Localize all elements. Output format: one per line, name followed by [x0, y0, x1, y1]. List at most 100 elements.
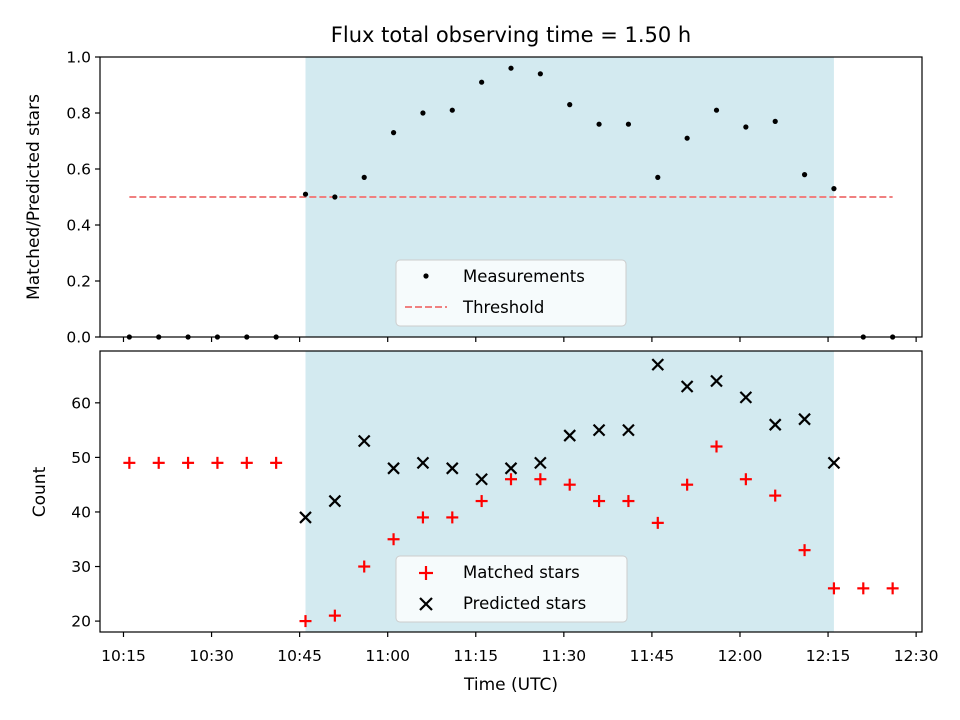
matched-star-point: [563, 478, 576, 491]
predicted-star-point: [739, 391, 753, 404]
x-tick-label: 12:15: [806, 647, 851, 665]
matched-star-point: [651, 516, 664, 529]
bottom-legend: Matched stars Predicted stars: [395, 555, 628, 623]
x-tick-label: 10:15: [101, 647, 146, 665]
top-y-tick-label: 1.0: [66, 49, 91, 67]
matched-stars-layer: [123, 440, 899, 628]
x-tick-label: 11:30: [542, 647, 587, 665]
measurement-point: [713, 107, 720, 113]
bottom-y-axis-label: Count: [30, 466, 50, 517]
measurement-point: [567, 102, 573, 108]
matched-star-point: [827, 582, 840, 595]
predicted-star-point: [592, 423, 606, 437]
top-y-tick-label: 0.8: [66, 105, 91, 123]
x-tick-label: 11:45: [630, 647, 675, 665]
legend-matched-marker: [419, 566, 433, 580]
matched-star-point: [446, 511, 459, 524]
matched-star-point: [387, 533, 400, 546]
legend-predicted-marker: [419, 597, 433, 611]
predicted-stars-layer: [299, 358, 841, 524]
bottom-y-ticks: 20 30 40 50 60: [71, 394, 100, 631]
matched-star-point: [739, 473, 752, 486]
x-tick-label: 12:30: [894, 647, 939, 665]
predicted-star-point: [475, 472, 488, 486]
measurement-point: [508, 65, 514, 71]
top-y-ticks: 0.0 0.2 0.4 0.6 0.8 1.0: [66, 49, 100, 347]
matched-star-point: [622, 495, 635, 508]
matched-star-point: [358, 560, 371, 573]
measurement-points-layer: [126, 65, 896, 340]
top-y-tick-label: 0.2: [66, 273, 91, 291]
bottom-panel: 20 30 40 50 60 10:15 10:30 10:45 11:00 11:15 11:3…: [30, 350, 938, 695]
predicted-star-point: [798, 412, 811, 426]
measurement-point: [625, 121, 632, 127]
top-panel: 0.0 0.2 0.4 0.6 0.8 1.0 Flux total observing …: [24, 23, 923, 347]
matched-star-point: [593, 495, 606, 508]
matched-star-point: [240, 456, 253, 469]
x-axis-label: Time (UTC): [463, 675, 558, 695]
measurement-point: [537, 71, 543, 77]
matched-star-point: [328, 609, 341, 622]
legend-threshold-label: Threshold: [462, 298, 544, 317]
predicted-star-point: [299, 511, 312, 524]
predicted-star-point: [710, 374, 723, 388]
predicted-star-point: [827, 456, 841, 470]
matched-star-point: [475, 495, 488, 508]
predicted-star-point: [680, 380, 694, 393]
x-tick-label: 10:45: [277, 647, 322, 665]
matched-star-point: [299, 615, 312, 628]
bottom-y-tick-label: 30: [71, 558, 91, 576]
bottom-legend-box: [395, 555, 628, 623]
measurement-point: [596, 121, 602, 127]
matched-star-point: [416, 511, 429, 524]
measurement-point: [743, 124, 749, 130]
matched-star-point: [769, 489, 782, 502]
predicted-star-point: [768, 418, 782, 431]
matched-star-point: [505, 473, 517, 486]
top-legend-box: [395, 259, 627, 327]
matched-star-point: [152, 456, 165, 469]
predicted-star-point: [622, 423, 635, 437]
matched-star-point: [798, 544, 811, 557]
measurement-point: [390, 130, 397, 136]
measurement-point: [831, 186, 837, 192]
predicted-star-point: [357, 434, 371, 448]
measurement-point: [420, 110, 426, 116]
top-panel-frame: [99, 56, 923, 338]
matched-star-point: [886, 582, 899, 595]
chart-title: Flux total observing time = 1.50 h: [331, 23, 691, 47]
x-tick-label: 10:30: [189, 647, 234, 665]
predicted-star-point: [563, 429, 576, 442]
predicted-star-point: [534, 456, 547, 470]
bottom-panel-frame: [99, 350, 923, 633]
measurement-point: [302, 191, 309, 197]
matched-star-point: [211, 456, 224, 469]
measurement-point: [684, 135, 690, 141]
legend-measurements-label: Measurements: [463, 267, 585, 286]
predicted-star-point: [446, 462, 459, 475]
measurement-point: [479, 79, 485, 85]
matched-star-point: [123, 456, 136, 469]
measurement-point: [361, 174, 367, 180]
predicted-star-point: [387, 462, 400, 475]
legend-matched-label: Matched stars: [463, 563, 580, 582]
measurement-point: [332, 194, 338, 200]
predicted-star-point: [328, 494, 342, 508]
measurement-point: [655, 174, 661, 180]
legend-predicted-label: Predicted stars: [463, 594, 586, 613]
matched-star-point: [681, 478, 694, 491]
matched-star-point: [534, 473, 547, 486]
predicted-star-point: [416, 456, 430, 470]
x-tick-label: 12:00: [718, 647, 763, 665]
top-y-axis-label: Matched/Predicted stars: [24, 94, 44, 300]
top-y-tick-label: 0.6: [66, 161, 91, 179]
top-y-tick-label: 0.4: [66, 217, 91, 235]
matched-star-point: [857, 582, 870, 595]
predicted-star-point: [651, 358, 665, 371]
measurement-point: [772, 118, 778, 124]
x-tick-label: 11:00: [365, 647, 410, 665]
top-x-ticks: [122, 337, 917, 342]
bottom-x-ticks: 10:15 10:30 10:45 11:00 11:15 11:30 11:45 12:00…: [101, 632, 938, 665]
matched-star-point: [182, 456, 195, 469]
measurement-point: [801, 172, 808, 178]
